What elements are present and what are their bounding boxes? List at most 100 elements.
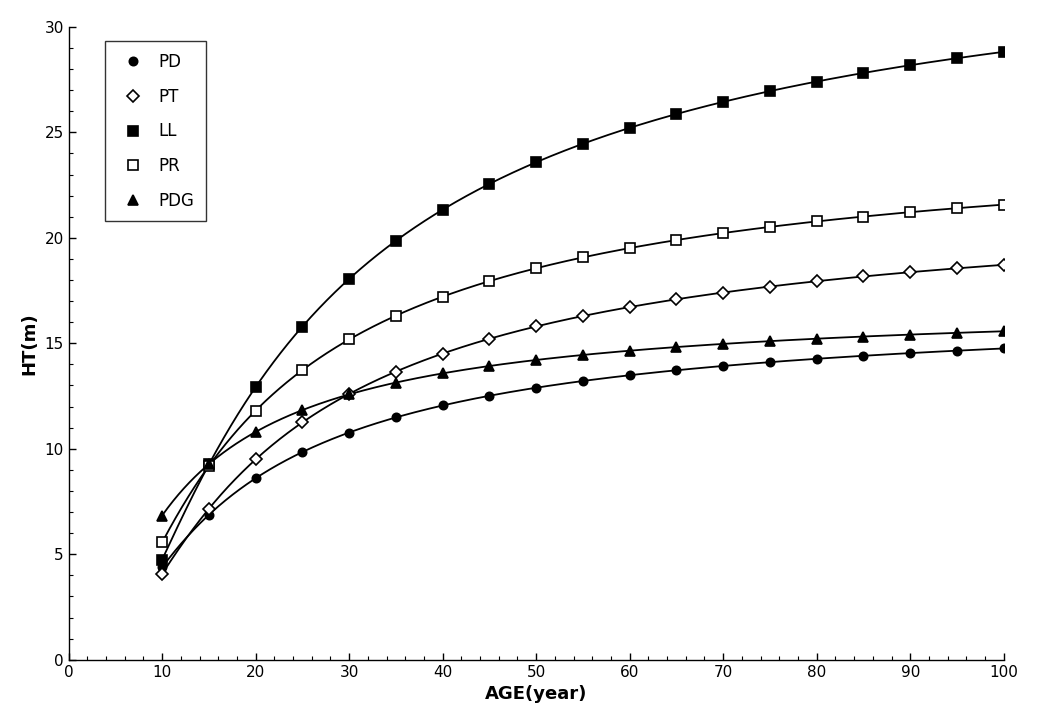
- LL: [857, 69, 870, 77]
- Line: PR: PR: [157, 200, 1009, 547]
- LL: [997, 48, 1010, 56]
- PT: [951, 264, 963, 273]
- PDG: [296, 405, 309, 414]
- PT: [343, 390, 355, 398]
- LL: [249, 383, 262, 392]
- LL: [343, 274, 355, 283]
- PD: [577, 376, 589, 385]
- PDG: [717, 340, 729, 348]
- PDG: [670, 342, 683, 351]
- Line: PD: PD: [158, 345, 1008, 571]
- LL: [390, 237, 402, 245]
- Line: PT: PT: [158, 261, 1008, 578]
- PR: [904, 208, 916, 216]
- PD: [390, 413, 402, 422]
- PR: [857, 212, 870, 221]
- PD: [530, 384, 542, 392]
- PDG: [857, 332, 870, 341]
- LL: [203, 460, 215, 469]
- PR: [717, 229, 729, 237]
- PR: [483, 277, 496, 285]
- Legend: PD, PT, LL, PR, PDG: PD, PT, LL, PR, PDG: [105, 41, 206, 222]
- LL: [296, 322, 309, 331]
- X-axis label: AGE(year): AGE(year): [485, 685, 587, 703]
- PR: [156, 538, 168, 547]
- PD: [343, 428, 355, 437]
- PD: [857, 351, 870, 360]
- LL: [436, 206, 449, 214]
- LL: [670, 109, 683, 118]
- PR: [343, 335, 355, 344]
- PT: [670, 295, 683, 303]
- LL: [764, 87, 776, 96]
- LL: [810, 77, 823, 86]
- PT: [203, 505, 215, 513]
- PD: [156, 563, 168, 572]
- PT: [764, 282, 776, 291]
- LL: [577, 140, 589, 148]
- PT: [623, 303, 636, 311]
- PDG: [436, 369, 449, 378]
- PD: [249, 474, 262, 483]
- PD: [623, 371, 636, 379]
- PD: [483, 392, 496, 400]
- LL: [530, 158, 542, 167]
- PD: [670, 366, 683, 374]
- Y-axis label: HT(m): HT(m): [21, 312, 38, 374]
- PDG: [156, 511, 168, 520]
- PR: [577, 253, 589, 262]
- PR: [764, 222, 776, 231]
- PR: [810, 217, 823, 226]
- PD: [951, 346, 963, 355]
- PDG: [249, 428, 262, 437]
- PR: [390, 311, 402, 320]
- Line: LL: LL: [157, 47, 1009, 565]
- PD: [810, 355, 823, 363]
- PDG: [343, 390, 355, 399]
- PR: [530, 264, 542, 273]
- PR: [951, 204, 963, 213]
- PDG: [577, 350, 589, 359]
- LL: [483, 180, 496, 188]
- PDG: [623, 346, 636, 355]
- PT: [717, 288, 729, 297]
- PD: [436, 401, 449, 410]
- PR: [249, 406, 262, 415]
- PT: [530, 322, 542, 331]
- PDG: [203, 460, 215, 468]
- PR: [296, 366, 309, 374]
- PR: [203, 462, 215, 471]
- PT: [436, 349, 449, 358]
- PR: [997, 201, 1010, 209]
- LL: [623, 124, 636, 132]
- PD: [997, 344, 1010, 353]
- PDG: [951, 329, 963, 337]
- LL: [717, 98, 729, 106]
- PT: [810, 277, 823, 285]
- PDG: [904, 330, 916, 339]
- PT: [483, 334, 496, 343]
- PD: [904, 349, 916, 358]
- PDG: [483, 362, 496, 371]
- LL: [951, 54, 963, 62]
- PT: [249, 455, 262, 464]
- PT: [390, 367, 402, 376]
- PDG: [764, 337, 776, 345]
- LL: [904, 61, 916, 70]
- PD: [296, 447, 309, 456]
- PT: [156, 570, 168, 578]
- PT: [904, 268, 916, 277]
- PR: [670, 236, 683, 245]
- PDG: [530, 355, 542, 364]
- PR: [436, 292, 449, 301]
- PT: [577, 311, 589, 320]
- Line: PDG: PDG: [157, 327, 1009, 521]
- PDG: [390, 378, 402, 387]
- PD: [764, 358, 776, 366]
- PT: [296, 418, 309, 426]
- PR: [623, 244, 636, 253]
- PD: [717, 361, 729, 370]
- PDG: [997, 327, 1010, 336]
- PT: [997, 261, 1010, 269]
- LL: [156, 555, 168, 564]
